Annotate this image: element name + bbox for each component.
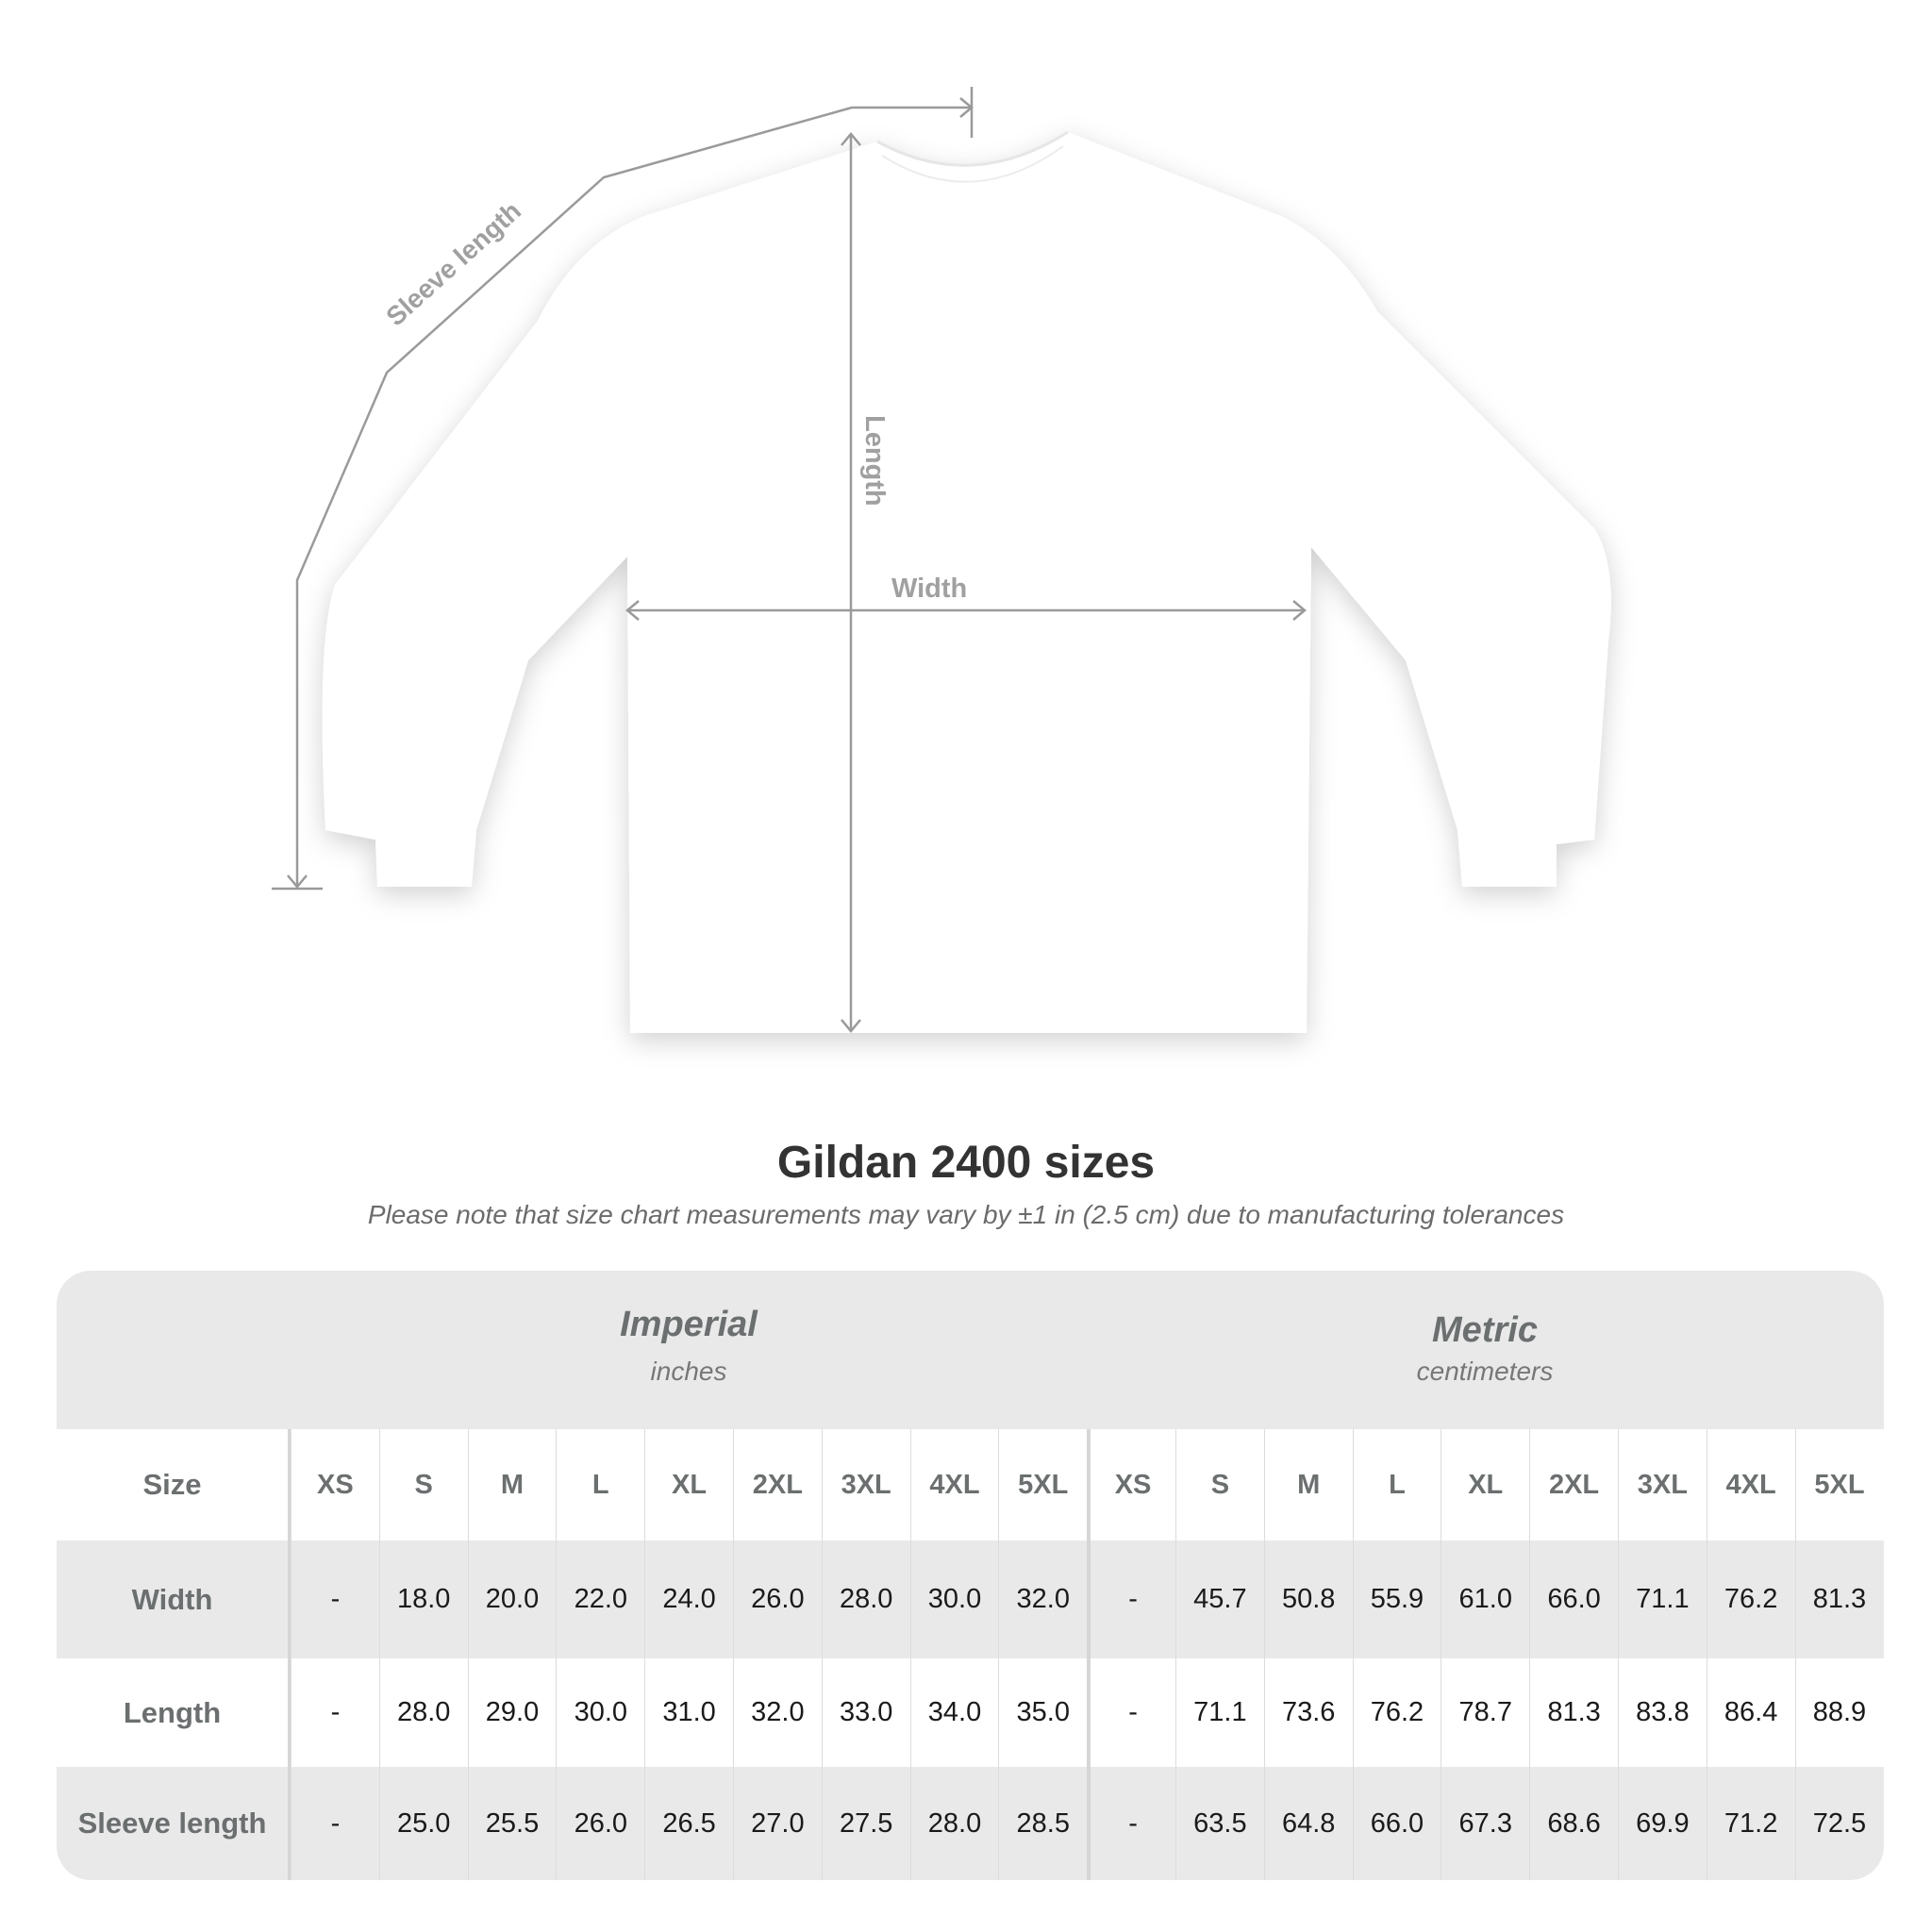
table-cell: - [291, 1541, 379, 1658]
imperial-unit: inches [650, 1357, 727, 1386]
table-cell: 25.0 [378, 1767, 468, 1880]
size-imperial-3xl: 3XL [821, 1429, 910, 1541]
table-cell: 88.9 [1794, 1658, 1884, 1767]
table-cell: 28.0 [821, 1541, 910, 1658]
table-cell: 20.0 [467, 1541, 557, 1658]
size-imperial-m: M [467, 1429, 557, 1541]
table-cell: 71.1 [1174, 1658, 1264, 1767]
table-cell: 66.0 [1352, 1767, 1441, 1880]
size-metric-s: S [1174, 1429, 1264, 1541]
size-metric-4xl: 4XL [1706, 1429, 1795, 1541]
table-cell: 24.0 [644, 1541, 733, 1658]
tolerance-note: Please note that size chart measurements… [367, 1200, 1565, 1229]
table-cell: 35.0 [998, 1658, 1087, 1767]
length-label: Length [859, 415, 890, 507]
size-table: Imperial inches Metric centimeters Size X… [57, 1271, 1884, 1880]
table-cell: 34.0 [909, 1658, 999, 1767]
table-cell: - [291, 1767, 379, 1880]
table-cell: 73.6 [1263, 1658, 1353, 1767]
size-metric-xs: XS [1087, 1429, 1175, 1541]
table-cell: 22.0 [556, 1541, 644, 1658]
metric-unit: centimeters [1416, 1357, 1554, 1386]
table-cell: 27.0 [732, 1767, 822, 1880]
table-cell: 66.0 [1529, 1541, 1618, 1658]
table-cell: - [1087, 1541, 1175, 1658]
table-cell: 86.4 [1706, 1658, 1795, 1767]
table-cell: 76.2 [1706, 1541, 1795, 1658]
table-row: Length -28.0 29.0 30.0 31.0 32.0 33.0 34.0 35.0-… [57, 1658, 1884, 1767]
unit-header-band [57, 1271, 1884, 1429]
width-label: Width [891, 574, 967, 604]
size-metric-5xl: 5XL [1794, 1429, 1884, 1541]
table-cell: 71.1 [1617, 1541, 1707, 1658]
table-cell: 28.0 [378, 1658, 468, 1767]
table-cell: 18.0 [378, 1541, 468, 1658]
size-imperial-5xl: 5XL [998, 1429, 1087, 1541]
imperial-header: Imperial inches [291, 1271, 1087, 1429]
table-cell: 25.5 [467, 1767, 557, 1880]
table-cell: 31.0 [644, 1658, 733, 1767]
table-cell: 68.6 [1529, 1767, 1618, 1880]
table-cell: 81.3 [1794, 1541, 1884, 1658]
table-cell: 32.0 [732, 1658, 822, 1767]
table-cell: 61.0 [1441, 1541, 1529, 1658]
row-label: Sleeve length [57, 1767, 291, 1880]
table-cell: 27.5 [821, 1767, 910, 1880]
table-cell: 28.5 [998, 1767, 1087, 1880]
table-cell: 30.0 [556, 1658, 644, 1767]
size-imperial-2xl: 2XL [732, 1429, 822, 1541]
table-cell: 55.9 [1352, 1541, 1441, 1658]
table-cell: 32.0 [998, 1541, 1087, 1658]
table-cell: 69.9 [1617, 1767, 1707, 1880]
table-cell: 33.0 [821, 1658, 910, 1767]
row-label: Length [57, 1658, 291, 1767]
size-imperial-l: L [556, 1429, 644, 1541]
size-imperial-s: S [378, 1429, 468, 1541]
table-cell: 30.0 [909, 1541, 999, 1658]
table-cell: 64.8 [1263, 1767, 1353, 1880]
table-cell: 29.0 [467, 1658, 557, 1767]
size-metric-l: L [1352, 1429, 1441, 1541]
table-cell: 72.5 [1794, 1767, 1884, 1880]
table-cell: 63.5 [1174, 1767, 1264, 1880]
imperial-title: Imperial [620, 1305, 758, 1344]
size-imperial-xl: XL [644, 1429, 733, 1541]
size-header-row: Size XS S M L XL 2XL 3XL 4XL 5XL XS S M L XL 2XL 3XL 4XL 5… [57, 1429, 1884, 1541]
metric-header: Metric centimeters [1087, 1271, 1883, 1429]
row-label: Width [57, 1541, 291, 1658]
table-cell: 71.2 [1706, 1767, 1795, 1880]
table-cell: 26.0 [732, 1541, 822, 1658]
size-imperial-xs: XS [291, 1429, 379, 1541]
table-cell: 26.5 [644, 1767, 733, 1880]
table-cell: 26.0 [556, 1767, 644, 1880]
measurement-lines [272, 87, 1307, 1033]
size-imperial-4xl: 4XL [909, 1429, 999, 1541]
metric-title: Metric [1432, 1310, 1538, 1350]
size-metric-3xl: 3XL [1617, 1429, 1707, 1541]
table-cell: - [1087, 1658, 1175, 1767]
table-cell: 81.3 [1529, 1658, 1618, 1767]
size-label: Size [57, 1429, 291, 1541]
table-cell: - [291, 1658, 379, 1767]
long-sleeve-shirt [322, 132, 1611, 1033]
table-cell: - [1087, 1767, 1175, 1880]
size-metric-2xl: 2XL [1529, 1429, 1618, 1541]
shirt-measurement-diagram: Sleeve length Length Width [272, 87, 1611, 1033]
size-metric-m: M [1263, 1429, 1353, 1541]
table-cell: 83.8 [1617, 1658, 1707, 1767]
table-row: Sleeve length -25.0 25.5 26.0 26.5 27.0 27.5 28… [57, 1767, 1884, 1880]
page-title: Gildan 2400 sizes [776, 1138, 1156, 1188]
table-cell: 76.2 [1352, 1658, 1441, 1767]
size-metric-xl: XL [1441, 1429, 1529, 1541]
table-cell: 67.3 [1441, 1767, 1529, 1880]
table-cell: 45.7 [1174, 1541, 1264, 1658]
table-cell: 78.7 [1441, 1658, 1529, 1767]
table-cell: 28.0 [909, 1767, 999, 1880]
table-cell: 50.8 [1263, 1541, 1353, 1658]
table-row: Width -18.0 20.0 22.0 24.0 26.0 28.0 30.0 32.0-4… [57, 1541, 1884, 1658]
